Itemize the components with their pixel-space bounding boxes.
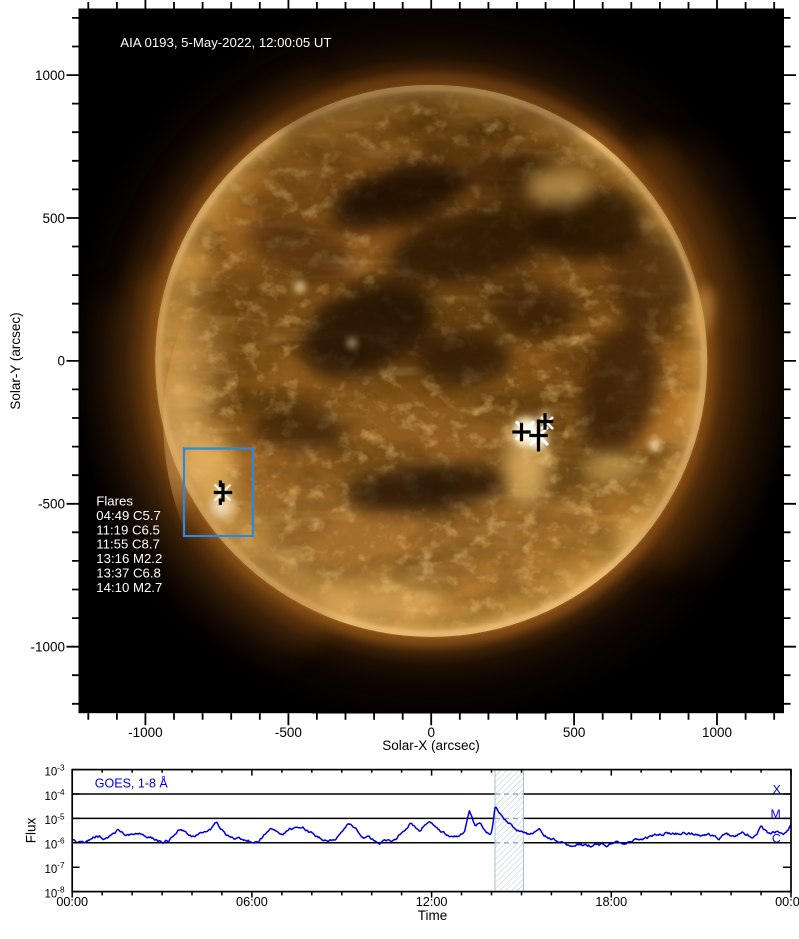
svg-text:Time: Time	[418, 908, 448, 923]
svg-text:1000: 1000	[702, 725, 732, 740]
svg-text:AIA 0193, 5-May-2022, 12:00:05: AIA 0193, 5-May-2022, 12:00:05 UT	[120, 35, 331, 50]
svg-text:C: C	[772, 831, 781, 845]
svg-text:04:49 C5.7: 04:49 C5.7	[96, 508, 161, 523]
svg-text:13:37 C6.8: 13:37 C6.8	[96, 566, 161, 581]
svg-text:11:55 C8.7: 11:55 C8.7	[96, 537, 160, 552]
svg-text:-500: -500	[38, 497, 65, 512]
svg-text:-1000: -1000	[128, 725, 163, 740]
svg-text:500: 500	[42, 211, 65, 226]
svg-text:M: M	[771, 807, 781, 821]
svg-text:Flares: Flares	[96, 494, 133, 509]
svg-text:00:00: 00:00	[775, 895, 799, 909]
svg-text:-1000: -1000	[30, 640, 65, 655]
svg-text:11:19 C6.5: 11:19 C6.5	[96, 522, 160, 537]
svg-text:Solar-X (arcsec): Solar-X (arcsec)	[382, 738, 480, 753]
svg-text:-500: -500	[275, 725, 302, 740]
svg-text:14:10 M2.7: 14:10 M2.7	[96, 580, 162, 595]
svg-text:1000: 1000	[35, 68, 65, 83]
svg-text:X: X	[773, 783, 781, 797]
svg-text:0: 0	[57, 354, 65, 369]
svg-text:0: 0	[427, 725, 435, 740]
svg-text:GOES, 1-8 Å: GOES, 1-8 Å	[95, 776, 169, 791]
svg-text:500: 500	[563, 725, 586, 740]
svg-text:13:16 M2.2: 13:16 M2.2	[96, 551, 162, 566]
svg-text:12:00: 12:00	[416, 895, 448, 909]
svg-text:18:00: 18:00	[595, 895, 627, 909]
svg-text:06:00: 06:00	[236, 895, 268, 909]
svg-text:Solar-Y (arcsec): Solar-Y (arcsec)	[8, 312, 23, 409]
svg-text:Flux: Flux	[24, 818, 39, 844]
svg-text:00:00: 00:00	[56, 895, 88, 909]
